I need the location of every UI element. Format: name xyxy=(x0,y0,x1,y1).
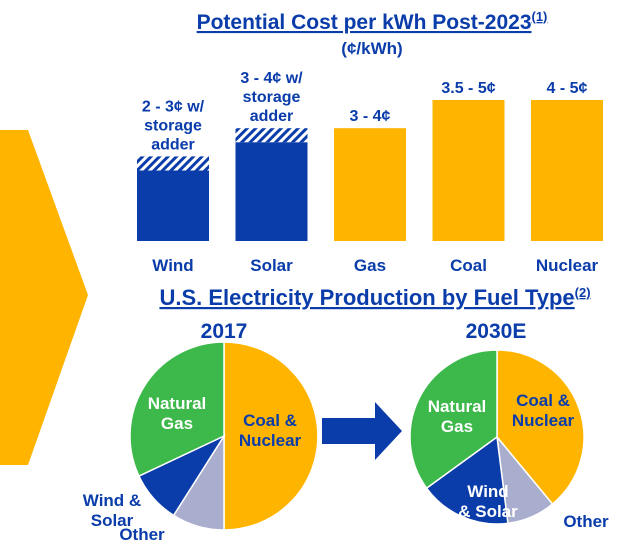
pie-label-line: Coal & xyxy=(516,391,570,410)
bar-category-labels: Wind Solar Gas Coal Nuclear xyxy=(152,256,598,275)
category-label-coal: Coal xyxy=(450,256,487,275)
bar-label-line: storage xyxy=(243,89,301,106)
pie-label-wind-solar: Wind & Solar xyxy=(458,482,518,521)
pie-label-line: Wind xyxy=(467,482,508,501)
pie-label-line: Other xyxy=(563,512,609,531)
bar-label-line: adder xyxy=(250,108,294,125)
bar-label-line: storage xyxy=(144,117,202,134)
bar-label-wind: 2 - 3¢ w/storage adder xyxy=(142,98,205,153)
pie-slice-wind-solar xyxy=(425,435,509,525)
pie-section-title-text: U.S. Electricity Production by Fuel Type xyxy=(159,285,574,310)
pie-label-line: Gas xyxy=(161,414,193,433)
pie-label-line: Natural xyxy=(428,397,487,416)
bar-series xyxy=(137,100,603,241)
bar-label-line: 4 - 5¢ xyxy=(547,80,588,97)
bar-chart-title-superscript: (1) xyxy=(532,9,548,24)
bar-label-nuclear: 4 - 5¢ xyxy=(547,80,588,97)
category-label-nuclear: Nuclear xyxy=(536,256,599,275)
pie-slice-coal-nuclear xyxy=(223,341,319,531)
pie-slice-natural-gas xyxy=(409,349,498,490)
bar-label-line: 2 - 3¢ w/ xyxy=(142,98,205,115)
bar-data-labels: 2 - 3¢ w/storage adder 3 - 4¢ w/storage add… xyxy=(142,70,588,153)
pie-section-title-superscript: (2) xyxy=(575,285,591,300)
pie-label-natural-gas: Natural Gas xyxy=(428,397,487,436)
bar-chart-title-text: Potential Cost per kWh Post-2023 xyxy=(197,11,532,34)
bar-chart-subtitle: (¢/kWh) xyxy=(341,39,402,58)
pie-label-line: Nuclear xyxy=(239,431,302,450)
bar-label-line: adder xyxy=(151,136,195,153)
pie-label-other: Other xyxy=(563,512,609,531)
bar-nuclear xyxy=(531,100,603,241)
pie-label-line: Wind & xyxy=(83,491,141,510)
category-label-solar: Solar xyxy=(250,256,293,275)
bar-label-line: 3 - 4¢ w/ xyxy=(240,70,303,87)
bar-chart-title: Potential Cost per kWh Post-2023(1) xyxy=(197,9,548,34)
bar-storage-adder-solar xyxy=(235,128,308,143)
pie-2030e: Coal & Nuclear Other Wind & Solar Natural Gas xyxy=(409,349,609,531)
pie-label-line: Nuclear xyxy=(512,411,575,430)
pie-section-title: U.S. Electricity Production by Fuel Type… xyxy=(159,285,590,310)
pie-label-line: Solar xyxy=(91,511,134,530)
bar-label-line: 3.5 - 5¢ xyxy=(441,80,495,97)
pie-label-line: Natural xyxy=(148,394,207,413)
bar-solar xyxy=(235,142,308,241)
pie-year-2030e: 2030E xyxy=(466,320,527,343)
bar-wind xyxy=(137,170,209,241)
bar-storage-adder-wind xyxy=(137,156,209,171)
category-label-gas: Gas xyxy=(354,256,386,275)
category-label-wind: Wind xyxy=(152,256,193,275)
pie-slice-coal-nuclear xyxy=(496,349,585,506)
bar-gas xyxy=(334,128,406,241)
bar-label-gas: 3 - 4¢ xyxy=(350,108,391,125)
pie-label-line: Other xyxy=(119,525,165,544)
bar-label-coal: 3.5 - 5¢ xyxy=(441,80,495,97)
pie-label-coal-nuclear: Coal & Nuclear xyxy=(512,391,575,430)
pie-year-2017: 2017 xyxy=(201,320,248,343)
pie-slice-natural-gas xyxy=(129,341,225,478)
bar-label-line: 3 - 4¢ xyxy=(350,108,391,125)
pie-label-line: Gas xyxy=(441,417,473,436)
bar-coal xyxy=(432,100,505,241)
pie-label-other: Other xyxy=(119,525,165,544)
pie-label-coal-nuclear: Coal & Nuclear xyxy=(239,411,302,450)
transition-arrow-shape xyxy=(322,402,402,460)
pie-label-wind-solar: Wind & Solar xyxy=(83,491,141,530)
bar-label-solar: 3 - 4¢ w/storage adder xyxy=(240,70,303,125)
pie-label-natural-gas: Natural Gas xyxy=(148,394,207,433)
pie-label-line: & Solar xyxy=(458,502,518,521)
section-arrow-shape xyxy=(0,130,88,465)
pie-label-line: Coal & xyxy=(243,411,297,430)
